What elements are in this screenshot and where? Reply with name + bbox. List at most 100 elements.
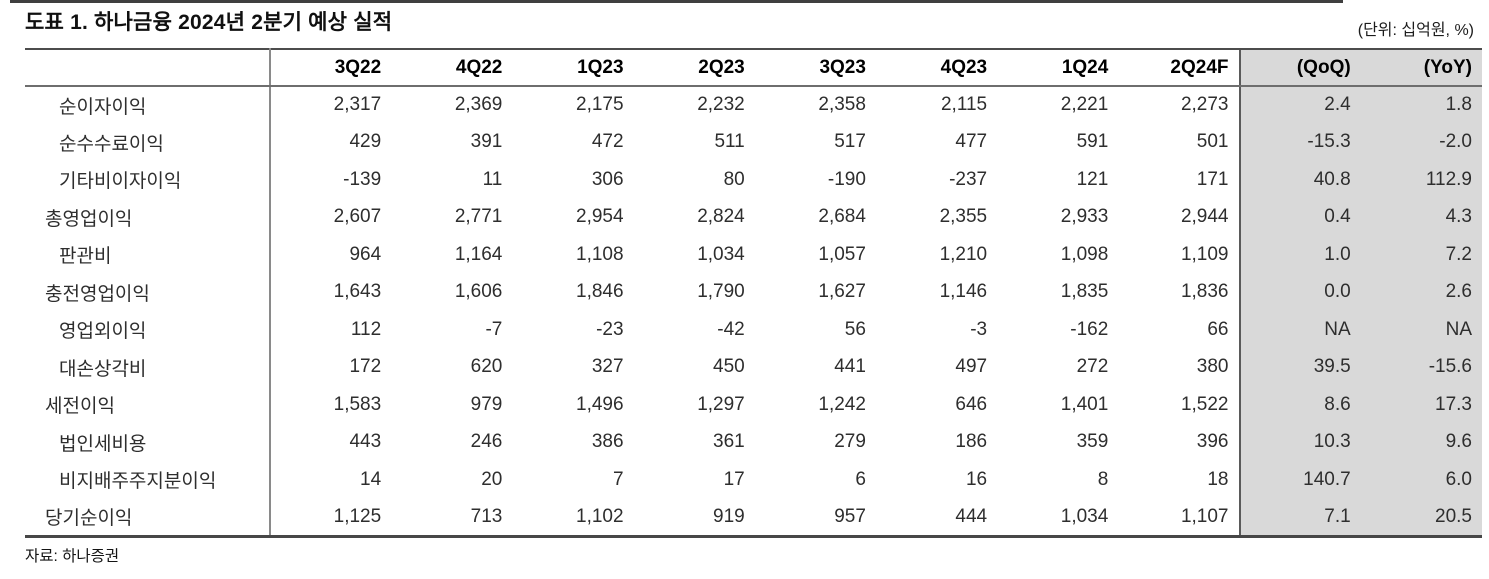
- value-cell: 386: [591, 431, 624, 453]
- value-cell: -2.0: [1360, 123, 1482, 161]
- value-cell: 327: [591, 356, 624, 378]
- value-cell: 1,627: [818, 281, 866, 303]
- table-row: 기타비이자이익 -139 11 306 80 -190 -237 121 171 40.8 112.…: [25, 161, 1482, 199]
- value-cell: 517: [834, 131, 866, 153]
- column-header-2q23: 2Q23: [633, 48, 755, 87]
- row-label: 영업외이익: [25, 311, 271, 349]
- value-cell: 56: [844, 318, 866, 340]
- value-cell: 359: [1076, 431, 1109, 453]
- value-cell: 1,098: [1060, 243, 1109, 265]
- quarterly-earnings-table: 3Q22 4Q22 1Q23 2Q23 3Q23 4Q23 1Q24 2Q24F (QoQ) (Y…: [25, 48, 1482, 538]
- column-header-3q23: 3Q23: [754, 48, 876, 87]
- value-cell: -139: [343, 168, 382, 190]
- value-cell: 186: [955, 431, 988, 453]
- unit-note: (단위: 십억원, %): [1357, 22, 1474, 39]
- value-cell: 2,944: [1180, 206, 1229, 228]
- table-row: 영업외이익 112 -7 -23 -42 56 -3 -162 66 NA NA: [25, 311, 1482, 349]
- value-cell: 140.7: [1238, 461, 1361, 499]
- value-cell: 7.1: [1238, 498, 1361, 538]
- value-cell: 121: [1076, 168, 1109, 190]
- value-cell: 1,401: [1060, 393, 1109, 415]
- value-cell: 4.3: [1360, 198, 1482, 236]
- table-row: 총영업이익 2,607 2,771 2,954 2,824 2,684 2,355 2,933…: [25, 198, 1482, 236]
- value-cell: 2,115: [940, 94, 988, 116]
- value-cell: 979: [470, 393, 503, 415]
- value-cell: 1,836: [1180, 281, 1229, 303]
- value-cell: 1.8: [1360, 86, 1482, 124]
- value-cell: 1,034: [997, 498, 1119, 538]
- value-cell: 620: [470, 356, 503, 378]
- column-header-qoq: (QoQ): [1238, 48, 1361, 87]
- value-cell: -190: [827, 168, 866, 190]
- value-cell: NA: [1360, 311, 1482, 349]
- row-label: 충전영업이익: [25, 273, 271, 311]
- value-cell: 1.0: [1238, 236, 1361, 274]
- value-cell: 2,355: [939, 206, 988, 228]
- value-cell: 171: [1196, 168, 1229, 190]
- row-label: 당기순이익: [25, 498, 271, 538]
- value-cell: 20: [481, 468, 503, 490]
- value-cell: 2,358: [818, 94, 866, 116]
- value-cell: 112.9: [1360, 161, 1482, 199]
- row-label: 대손상각비: [25, 348, 271, 386]
- value-cell: 2,771: [454, 206, 503, 228]
- source-note: 자료: 하나증권: [25, 548, 120, 565]
- table-body: 순이자이익 2,317 2,369 2,175 2,232 2,358 2,115 2,221…: [25, 86, 1482, 538]
- value-cell: 1,583: [333, 393, 382, 415]
- row-label: 순수수료이익: [25, 123, 271, 161]
- value-cell: 6.0: [1360, 461, 1482, 499]
- value-cell: -15.3: [1238, 123, 1361, 161]
- table-row: 순이자이익 2,317 2,369 2,175 2,232 2,358 2,115 2,221…: [25, 86, 1482, 124]
- column-header-yoy: (YoY): [1360, 48, 1482, 87]
- value-cell: 18: [1207, 468, 1229, 490]
- value-cell: 2,232: [697, 94, 745, 116]
- value-cell: -162: [1070, 318, 1109, 340]
- row-label: 법인세비용: [25, 423, 271, 461]
- value-cell: 380: [1196, 356, 1229, 378]
- value-cell: 2,933: [1060, 206, 1109, 228]
- value-cell: 246: [470, 431, 503, 453]
- value-cell: 591: [1076, 131, 1109, 153]
- value-cell: 66: [1207, 318, 1229, 340]
- column-header-2q24f: 2Q24F: [1118, 48, 1240, 87]
- value-cell: 396: [1196, 431, 1229, 453]
- value-cell: 477: [955, 131, 988, 153]
- value-cell: 2,607: [333, 206, 382, 228]
- value-cell: 20.5: [1360, 498, 1482, 538]
- column-header-1q24: 1Q24: [997, 48, 1119, 87]
- value-cell: 1,107: [1118, 498, 1240, 538]
- value-cell: 919: [633, 498, 755, 538]
- value-cell: 6: [855, 468, 866, 490]
- value-cell: 17: [723, 468, 745, 490]
- column-header-4q23: 4Q23: [875, 48, 998, 87]
- value-cell: 450: [713, 356, 745, 378]
- row-label: 세전이익: [25, 386, 271, 424]
- value-cell: -3: [970, 318, 988, 340]
- value-cell: 444: [875, 498, 998, 538]
- value-cell: 172: [349, 356, 382, 378]
- value-cell: 0.4: [1238, 198, 1361, 236]
- value-cell: 9.6: [1360, 423, 1482, 461]
- value-cell: 112: [350, 318, 382, 340]
- value-cell: 7.2: [1360, 236, 1482, 274]
- value-cell: 306: [591, 168, 624, 190]
- table-row: 당기순이익 1,125 713 1,102 919 957 444 1,034 1,107 7.1…: [25, 498, 1482, 538]
- table-header-row: 3Q22 4Q22 1Q23 2Q23 3Q23 4Q23 1Q24 2Q24F (QoQ) (Y…: [25, 48, 1482, 87]
- value-cell: 429: [349, 131, 382, 153]
- value-cell: 361: [713, 431, 745, 453]
- top-divider-rule: [10, 0, 1343, 3]
- column-header-4q22: 4Q22: [391, 48, 513, 87]
- table-row: 순수수료이익 429 391 472 511 517 477 591 501 -15.3 -2.0: [25, 123, 1482, 161]
- value-cell: 2.6: [1360, 273, 1482, 311]
- value-cell: 1,164: [454, 243, 503, 265]
- value-cell: 1,146: [939, 281, 988, 303]
- value-cell: 17.3: [1360, 386, 1482, 424]
- value-cell: 2,954: [576, 206, 624, 228]
- value-cell: -23: [596, 318, 624, 340]
- value-cell: 1,210: [939, 243, 988, 265]
- value-cell: 1,297: [697, 393, 745, 415]
- value-cell: 16: [965, 468, 988, 490]
- value-cell: 80: [723, 168, 745, 190]
- value-cell: 1,522: [1180, 393, 1229, 415]
- value-cell: 8: [1097, 468, 1109, 490]
